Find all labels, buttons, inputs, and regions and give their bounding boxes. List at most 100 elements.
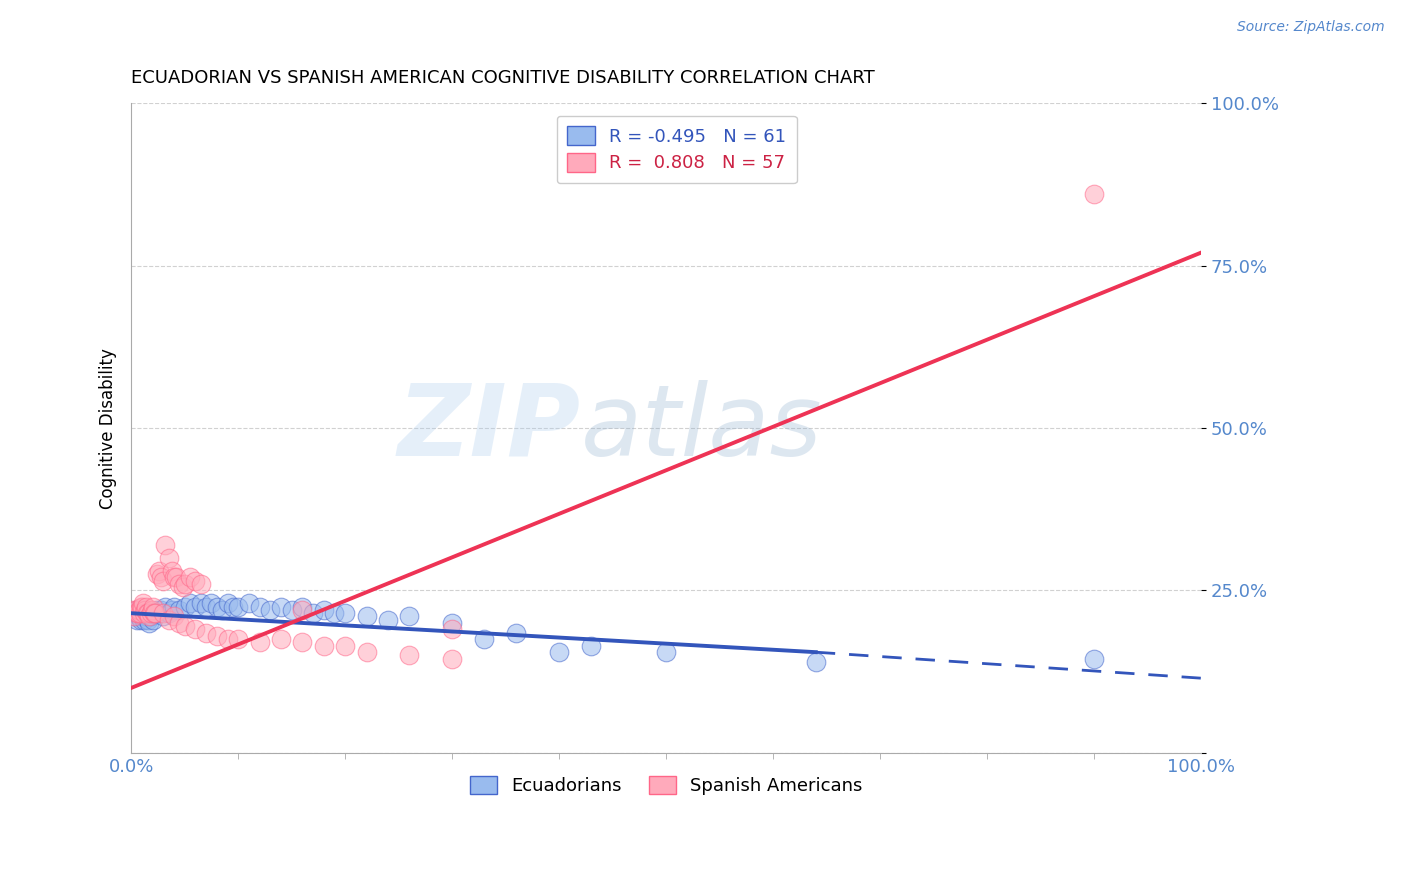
Point (141, 603, 163, 617)
Point (302, 606, 325, 620)
Point (152, 609, 174, 624)
Point (150, 570, 173, 584)
Point (127, 606, 149, 620)
Point (804, 655, 827, 669)
Point (356, 645, 378, 659)
Text: atlas: atlas (581, 380, 823, 476)
Point (128, 609, 150, 624)
Point (135, 599, 157, 614)
Point (472, 632, 495, 647)
Point (132, 609, 155, 624)
Point (165, 570, 187, 584)
Point (131, 599, 153, 614)
Point (128, 606, 150, 620)
Point (128, 606, 150, 620)
Point (136, 606, 159, 620)
Point (124, 603, 146, 617)
Point (205, 599, 228, 614)
Point (142, 599, 165, 614)
Point (157, 613, 180, 627)
Legend: Ecuadorians, Spanish Americans: Ecuadorians, Spanish Americans (463, 769, 870, 802)
Point (125, 613, 148, 627)
Point (200, 597, 222, 611)
Point (291, 599, 314, 614)
Point (146, 603, 169, 617)
Point (141, 606, 163, 620)
Point (152, 606, 174, 620)
Point (205, 629, 228, 643)
Point (134, 606, 156, 620)
Point (238, 597, 260, 611)
Point (1083, 651, 1105, 665)
Point (124, 609, 146, 624)
Point (150, 603, 173, 617)
Point (135, 609, 157, 624)
Point (128, 603, 150, 617)
Point (312, 603, 335, 617)
Point (157, 551, 180, 566)
Point (226, 632, 249, 647)
Point (312, 639, 335, 653)
Point (377, 613, 399, 627)
Point (169, 615, 191, 630)
Point (195, 599, 218, 614)
Text: ZIP: ZIP (398, 380, 581, 476)
Point (270, 599, 292, 614)
Point (163, 609, 186, 624)
Point (211, 603, 233, 617)
Point (280, 603, 302, 617)
Point (132, 613, 155, 627)
Point (160, 603, 183, 617)
Point (172, 580, 194, 594)
Point (143, 606, 166, 620)
Point (173, 599, 195, 614)
Point (138, 606, 160, 620)
Point (184, 599, 207, 614)
Point (146, 567, 169, 582)
Point (163, 599, 186, 614)
Point (143, 606, 166, 620)
Point (356, 609, 378, 624)
Point (333, 639, 356, 653)
Point (132, 597, 155, 611)
Point (125, 606, 148, 620)
Point (122, 606, 145, 620)
Point (291, 603, 314, 617)
Point (173, 619, 195, 633)
Point (138, 609, 160, 624)
Point (136, 606, 159, 620)
Point (139, 606, 162, 620)
Point (184, 623, 207, 637)
Point (1083, 187, 1105, 202)
Point (190, 577, 212, 591)
Point (441, 623, 464, 637)
Point (333, 606, 356, 620)
Point (249, 599, 271, 614)
Point (217, 597, 239, 611)
Point (441, 651, 464, 665)
Point (124, 609, 146, 624)
Point (138, 615, 160, 630)
Point (217, 632, 239, 647)
Point (291, 635, 314, 649)
Point (155, 599, 177, 614)
Point (190, 597, 212, 611)
Point (131, 603, 153, 617)
Point (222, 599, 245, 614)
Point (195, 625, 218, 640)
Point (441, 615, 464, 630)
Point (655, 645, 678, 659)
Point (129, 599, 152, 614)
Point (505, 625, 527, 640)
Point (270, 632, 292, 647)
Point (179, 570, 201, 584)
Point (179, 597, 201, 611)
Point (163, 570, 186, 584)
Point (155, 538, 177, 552)
Point (226, 599, 249, 614)
Point (148, 564, 170, 578)
Point (142, 606, 165, 620)
Point (579, 639, 602, 653)
Point (398, 609, 420, 624)
Text: ECUADORIAN VS SPANISH AMERICAN COGNITIVE DISABILITY CORRELATION CHART: ECUADORIAN VS SPANISH AMERICAN COGNITIVE… (131, 69, 875, 87)
